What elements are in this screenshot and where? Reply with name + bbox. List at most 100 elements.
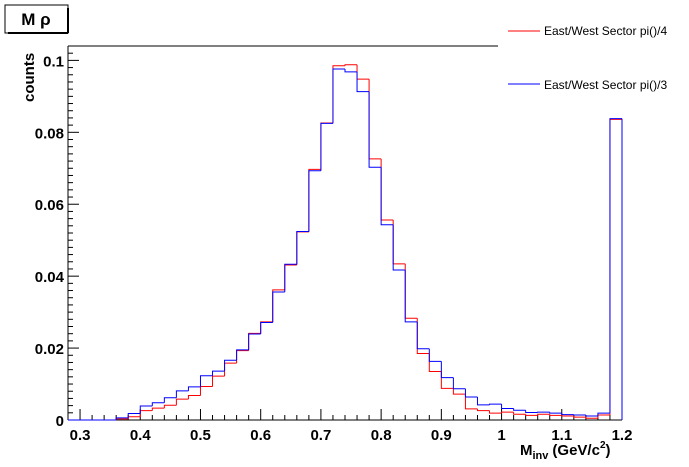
y-tick-label: 0.1 (43, 53, 64, 70)
histogram-bin (296, 231, 309, 265)
histogram-bin (585, 417, 598, 419)
histogram-bin (368, 91, 382, 168)
histogram-bin (416, 321, 430, 350)
y-tick-labels: 0 0.02 0.04 0.06 0.08 0.1 (35, 53, 65, 430)
legend: East/West Sector pi()/4 East/West Sector… (508, 24, 667, 92)
histogram-bin (127, 413, 141, 418)
histogram-bin (573, 416, 586, 418)
histogram-bin (320, 122, 333, 171)
x-tick-label: 0.3 (70, 427, 91, 444)
histogram-bin (175, 390, 189, 398)
histogram-bin (513, 412, 526, 415)
histogram-bin (356, 71, 370, 93)
histogram-series (68, 64, 623, 421)
histogram-bin (236, 349, 249, 361)
histogram-bin (537, 413, 550, 416)
histogram-bin (272, 291, 285, 323)
histogram-bin (296, 231, 309, 266)
histogram-bin (585, 414, 598, 417)
histogram-bin (284, 264, 297, 290)
series-2 (68, 68, 623, 421)
histogram-bin (428, 348, 442, 362)
histogram-bin (392, 220, 406, 265)
histogram-bin (609, 118, 622, 414)
histogram-bin (380, 167, 394, 226)
histogram-bin (212, 370, 225, 376)
y-tick-label: 0.08 (35, 125, 64, 142)
histogram-bin (284, 263, 297, 292)
legend-label-2: East/West Sector pi()/3 (544, 78, 667, 92)
x-axis-label-main: M (520, 442, 533, 459)
histogram-bin (428, 353, 442, 372)
histogram-bin (380, 158, 394, 221)
histogram-bin (561, 413, 574, 416)
histogram-bin (356, 64, 370, 80)
histogram-bin (308, 168, 321, 232)
histogram-bin (224, 359, 237, 372)
histogram-bin (440, 371, 454, 389)
legend-label-1: East/West Sector pi()/4 (544, 24, 667, 38)
histogram-bin (332, 65, 345, 123)
histogram-bin (199, 375, 213, 387)
chart-title: M ρ (21, 10, 50, 29)
histogram-bin (248, 333, 261, 350)
histogram-bin (464, 388, 478, 398)
x-axis-label-close: ) (606, 442, 611, 459)
histogram-bin (260, 321, 273, 334)
x-tick-labels: 0.3 0.4 0.5 0.6 0.7 0.8 0.9 1 1.1 1.2 (70, 427, 633, 444)
histogram-bin (163, 404, 177, 409)
histogram-bin (332, 68, 345, 124)
histogram-bin (464, 394, 478, 410)
histogram-bin (392, 224, 406, 271)
histogram-bin (187, 395, 201, 400)
histogram-bin (501, 411, 514, 414)
histogram-bin (139, 405, 153, 414)
histogram-bin (320, 122, 333, 170)
histogram-bin (187, 386, 201, 391)
histogram-bin (525, 410, 538, 413)
title-box: M ρ (4, 4, 69, 34)
histogram-bin (404, 263, 418, 319)
histogram-bin (139, 410, 153, 417)
histogram-bin (163, 397, 177, 403)
x-axis-label-sup: 2 (600, 440, 606, 451)
x-tick-label: 0.7 (310, 427, 331, 444)
x-tick-label: 1.2 (612, 427, 633, 444)
histogram-bin (199, 386, 213, 396)
histogram-bin (489, 410, 502, 414)
y-tick-label: 0.06 (35, 197, 64, 214)
y-tick-label: 0.02 (35, 341, 64, 358)
histogram-bin (272, 289, 285, 322)
histogram-bin (597, 414, 610, 419)
histogram-bin (248, 332, 261, 351)
y-tick-label: 0.04 (35, 269, 65, 286)
histogram-bin (404, 270, 418, 323)
y-axis-label: counts (21, 53, 38, 102)
histogram-bin (549, 412, 562, 414)
histogram-bin (344, 64, 358, 66)
histogram-bin (561, 415, 574, 417)
x-axis-label-unit: (GeV/c (552, 442, 600, 459)
histogram-bin (368, 79, 382, 160)
histogram-bin (476, 396, 490, 406)
histogram-bin (212, 375, 225, 387)
x-tick-label: 0.9 (431, 427, 452, 444)
histogram-bin (151, 407, 165, 411)
axis-ticks (68, 45, 623, 421)
histogram-bin (476, 408, 490, 412)
histogram-bin (236, 350, 249, 364)
histogram-bin (597, 412, 610, 417)
x-tick-label: 0.6 (250, 427, 271, 444)
histogram-bin (175, 398, 189, 406)
x-tick-label: 0.5 (190, 427, 211, 444)
x-tick-label: 1.1 (551, 427, 572, 444)
histogram-bin (260, 322, 273, 335)
x-tick-label: 0.8 (371, 427, 392, 444)
histogram-bin (452, 377, 466, 390)
histogram-bin (115, 417, 129, 420)
x-axis-label: Minv (GeV/c2) (520, 440, 611, 462)
histogram-bin (609, 118, 622, 415)
histogram-bin (440, 361, 454, 379)
histogram-bin (501, 404, 514, 409)
